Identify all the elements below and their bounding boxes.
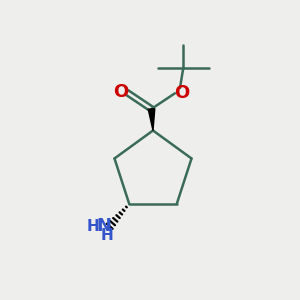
Text: H: H — [86, 219, 99, 234]
Polygon shape — [148, 109, 155, 130]
Text: H: H — [100, 228, 113, 243]
Text: N: N — [96, 217, 111, 235]
Text: O: O — [174, 84, 189, 102]
Text: O: O — [113, 83, 128, 101]
